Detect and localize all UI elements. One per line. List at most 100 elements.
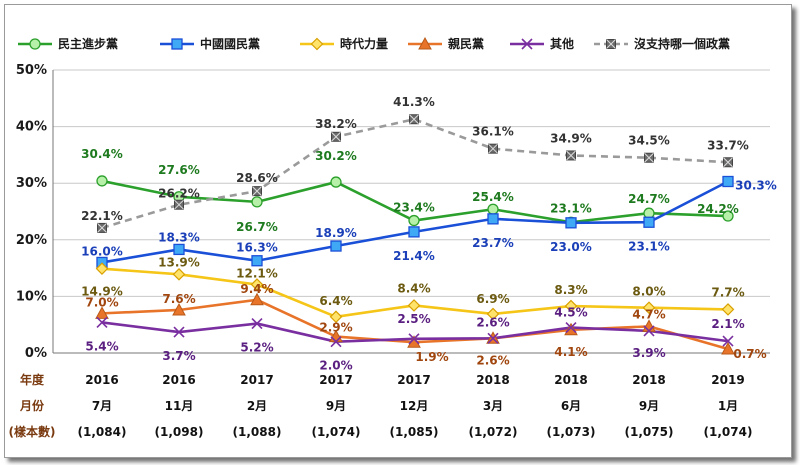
data-point [488,143,498,154]
data-label: 5.2% [240,341,273,355]
data-point [721,341,735,355]
data-label: 16.3% [236,241,278,255]
legend-marker [418,36,432,50]
data-label: 33.7% [707,138,749,152]
data-label: 13.9% [158,255,200,269]
data-label: 6.4% [319,294,352,308]
data-label: 9.4% [240,282,273,296]
series-markers [95,114,735,355]
data-label: 7.7% [711,285,744,299]
y-tick-label: 10% [16,289,47,304]
data-label: 3.9% [632,346,665,360]
data-point-cross [97,223,107,233]
data-point [330,176,342,188]
data-point [722,210,734,222]
data-label: 23.4% [393,201,435,215]
data-label: 2.1% [711,317,744,331]
data-label: 34.9% [550,131,592,145]
data-point [722,175,734,188]
y-tick-label: 20% [16,233,47,248]
data-point [252,186,262,197]
data-label: 21.4% [393,249,435,263]
data-label: 8.4% [397,281,430,295]
data-point [250,292,264,306]
legend-marker [29,38,41,50]
data-point [97,222,107,233]
data-label: 23.1% [628,239,670,253]
data-label: 4.7% [632,307,665,321]
data-label: 23.0% [550,240,592,254]
data-point [643,325,655,337]
data-label: 14.9% [81,285,123,299]
x-tick-label: (1,075) [625,425,674,439]
row-header: 年度 [20,372,45,387]
data-point [331,131,341,142]
data-label: 3.7% [162,349,195,363]
x-tick-label: 2018 [476,373,509,387]
x-tick-label: 2016 [85,373,118,387]
data-label: 2.6% [476,353,509,367]
data-point [173,243,185,256]
data-point [407,299,421,312]
x-tick-label: 2018 [632,373,665,387]
data-point-cross [644,152,654,163]
x-tick-label: 1月 [718,399,738,413]
data-point [643,216,655,228]
legend-entry: 時代力量 [340,36,388,51]
y-tick-label: 50% [16,63,47,78]
legend-marker [171,38,183,50]
data-label: 30.4% [81,147,123,161]
x-tick-label: (1,073) [547,425,596,439]
data-label: 18.3% [158,230,200,244]
data-point [172,267,186,281]
x-tick-label: 9月 [326,399,346,413]
x-tick-label: (1,098) [155,425,204,439]
data-label: 7.6% [162,292,195,306]
row-header: 月份 [19,398,45,413]
data-point [644,152,654,163]
data-point [487,213,499,225]
data-point-cross [252,186,262,196]
data-label: 1.9% [415,350,448,364]
data-label: 22.1% [81,209,123,223]
data-label: 4.5% [554,306,587,320]
data-label: 7.0% [85,295,118,309]
data-point [723,157,733,168]
data-point [566,150,576,161]
data-point-cross [723,157,733,168]
data-point [173,326,185,338]
legend-entry: 其他 [550,36,574,51]
data-point [564,322,578,336]
data-label: 6.9% [476,292,509,306]
data-point-cross [174,199,184,210]
data-label: 0.7% [733,347,766,361]
chart-frame [4,4,792,458]
y-tick-label: 0% [25,346,47,361]
x-tick-label: (1,088) [233,425,282,439]
data-label: 5.4% [85,339,118,353]
data-label: 26.7% [236,220,278,234]
data-point [95,306,109,319]
data-point-cross [331,131,341,142]
data-label: 12.1% [236,267,278,281]
data-point-cross [566,150,576,161]
data-label: 28.6% [236,171,278,185]
x-tick-label: 2016 [162,373,195,387]
data-point [565,217,577,229]
legend-entry: 民主進步黨 [58,36,118,51]
x-tick-label: (1,074) [312,425,361,439]
y-tick-label: 40% [16,120,47,135]
data-label: 4.1% [554,345,587,359]
x-tick-label: 12月 [400,399,429,413]
data-point [251,196,263,208]
data-label: 18.9% [315,226,357,240]
data-point-cross [488,143,498,154]
data-label: 2.5% [397,312,430,326]
data-labels: 30.4% 27.6% 26.7% 30.2% 23.4% 25.4% 23.1% 24.7%… [81,95,777,372]
x-tick-label: 9月 [639,399,659,413]
y-axis: 0% 10% 20% 30% 40% 50% [16,63,54,361]
data-label: 2.9% [319,321,352,335]
data-point [174,199,184,210]
data-point [172,302,186,316]
data-label: 26.2% [158,187,200,201]
